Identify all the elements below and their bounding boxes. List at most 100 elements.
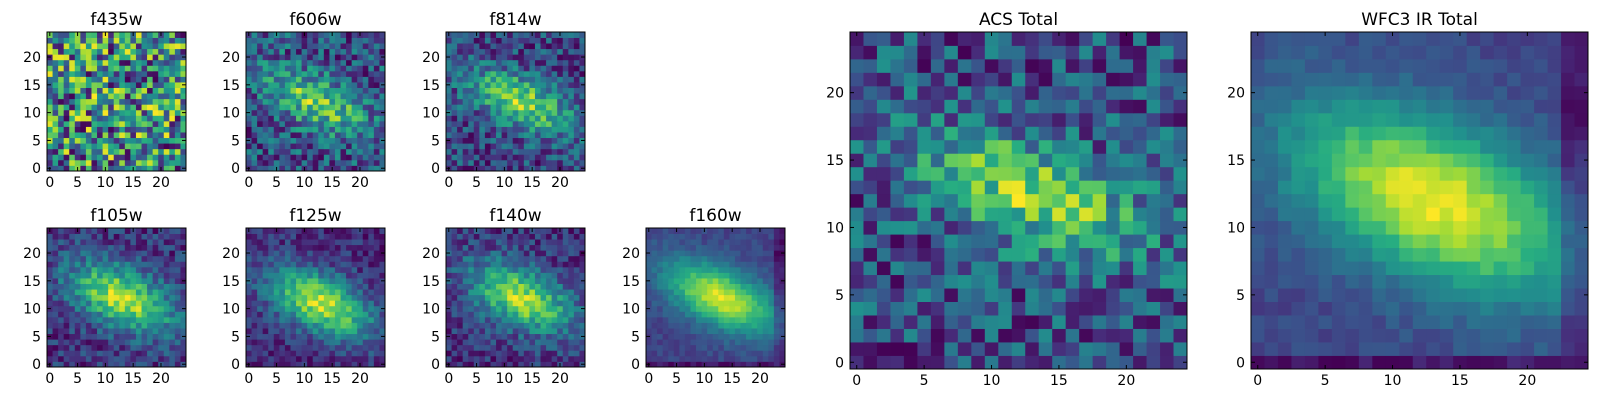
heatmap-cell bbox=[102, 239, 109, 246]
heatmap-cell bbox=[119, 109, 126, 116]
heatmap-cell bbox=[284, 300, 291, 307]
heatmap-cell bbox=[251, 137, 258, 144]
heatmap-cell bbox=[58, 344, 65, 351]
heatmap-cell bbox=[323, 143, 330, 150]
heatmap-cell bbox=[301, 278, 308, 284]
heatmap-cell bbox=[662, 266, 669, 273]
heatmap-cell bbox=[762, 278, 769, 284]
heatmap-cell bbox=[351, 126, 358, 133]
heatmap-cell bbox=[1092, 288, 1107, 302]
heatmap-cell bbox=[1052, 207, 1067, 222]
heatmap-cell bbox=[507, 165, 514, 172]
heatmap-cell bbox=[690, 250, 697, 257]
heatmap-cell bbox=[108, 250, 115, 257]
heatmap-cell bbox=[368, 266, 375, 273]
heatmap-cell bbox=[318, 294, 325, 301]
heatmap-cell bbox=[69, 228, 76, 234]
heatmap-cell bbox=[273, 143, 280, 150]
heatmap-cell bbox=[273, 355, 280, 362]
heatmap-cell bbox=[1011, 166, 1026, 181]
heatmap-cell bbox=[97, 70, 103, 77]
heatmap-cell bbox=[180, 104, 187, 111]
heatmap-cell bbox=[462, 300, 469, 307]
heatmap-cell bbox=[729, 305, 736, 312]
heatmap-cell bbox=[91, 76, 98, 83]
heatmap-cell bbox=[662, 339, 669, 346]
heatmap-cell bbox=[80, 322, 87, 329]
heatmap-cell bbox=[180, 70, 187, 77]
heatmap-cell bbox=[1079, 180, 1094, 195]
heatmap-cell bbox=[373, 43, 380, 50]
heatmap-cell bbox=[130, 278, 137, 284]
heatmap-cell bbox=[147, 255, 154, 262]
heatmap-cell bbox=[579, 43, 586, 50]
heatmap-cell bbox=[102, 70, 109, 77]
heatmap-cell bbox=[262, 300, 269, 307]
heatmap-cell bbox=[318, 305, 325, 312]
heatmap-cell bbox=[301, 70, 308, 77]
heatmap-cell bbox=[262, 250, 269, 257]
heatmap-cell bbox=[169, 65, 176, 72]
heatmap-cell bbox=[701, 255, 708, 262]
heatmap-cell bbox=[124, 120, 131, 127]
heatmap-cell bbox=[890, 247, 905, 262]
heatmap-cell bbox=[540, 120, 547, 127]
heatmap-cell bbox=[279, 154, 286, 161]
heatmap-cell bbox=[307, 244, 314, 251]
heatmap-cell bbox=[740, 328, 747, 335]
heatmap-cell bbox=[568, 59, 575, 66]
heatmap-cell bbox=[1106, 328, 1120, 343]
heatmap-cell bbox=[568, 115, 575, 122]
heatmap-cell bbox=[468, 339, 475, 346]
heatmap-cell bbox=[523, 300, 530, 307]
heatmap-cell bbox=[312, 159, 319, 166]
heatmap-cell bbox=[323, 339, 330, 346]
heatmap-cell bbox=[368, 132, 375, 139]
heatmap-cell bbox=[512, 43, 519, 50]
heatmap-cell bbox=[69, 316, 76, 323]
heatmap-cell bbox=[296, 272, 302, 279]
heatmap-cell bbox=[734, 272, 741, 279]
heatmap-cell bbox=[323, 250, 330, 257]
heatmap-cell bbox=[512, 278, 519, 284]
heatmap-cell bbox=[562, 266, 569, 273]
heatmap-cell bbox=[668, 272, 675, 279]
heatmap-cell bbox=[518, 250, 525, 257]
heatmap-cell bbox=[451, 98, 458, 105]
heatmap-cell bbox=[312, 37, 319, 44]
heatmap-cell bbox=[479, 165, 486, 172]
heatmap-cell bbox=[579, 239, 586, 246]
heatmap-cell bbox=[507, 261, 514, 268]
heatmap-cell bbox=[119, 361, 126, 368]
heatmap-cell bbox=[69, 87, 76, 94]
heatmap-cell bbox=[158, 132, 165, 139]
heatmap-cell bbox=[251, 98, 258, 105]
heatmap-cell bbox=[58, 76, 65, 83]
heatmap-cell bbox=[340, 261, 347, 268]
heatmap-cell bbox=[379, 350, 386, 357]
heatmap-cell bbox=[268, 311, 275, 318]
heatmap-cell bbox=[318, 239, 325, 246]
heatmap-cell bbox=[457, 311, 464, 318]
heatmap-cell bbox=[158, 37, 165, 44]
heatmap-cell bbox=[490, 322, 497, 329]
heatmap-cell bbox=[1146, 207, 1161, 222]
heatmap-cell bbox=[507, 300, 514, 307]
heatmap-cell bbox=[85, 255, 92, 262]
heatmap-cell bbox=[1079, 342, 1094, 356]
heatmap-cell bbox=[1065, 355, 1080, 370]
heatmap-cell bbox=[69, 76, 76, 83]
heatmap-cell bbox=[551, 37, 558, 44]
heatmap-cell bbox=[262, 233, 269, 240]
heatmap-cell bbox=[262, 82, 269, 88]
heatmap-cell bbox=[551, 361, 558, 368]
heatmap-cell bbox=[135, 294, 142, 301]
heatmap-cell bbox=[496, 126, 502, 133]
heatmap-cell bbox=[507, 154, 514, 161]
heatmap-cell bbox=[490, 70, 497, 77]
heatmap-cell bbox=[451, 239, 458, 246]
heatmap-cell bbox=[180, 255, 187, 262]
heatmap-cell bbox=[97, 266, 103, 273]
heatmap-cell bbox=[773, 333, 780, 340]
heatmap-cell bbox=[74, 272, 81, 279]
